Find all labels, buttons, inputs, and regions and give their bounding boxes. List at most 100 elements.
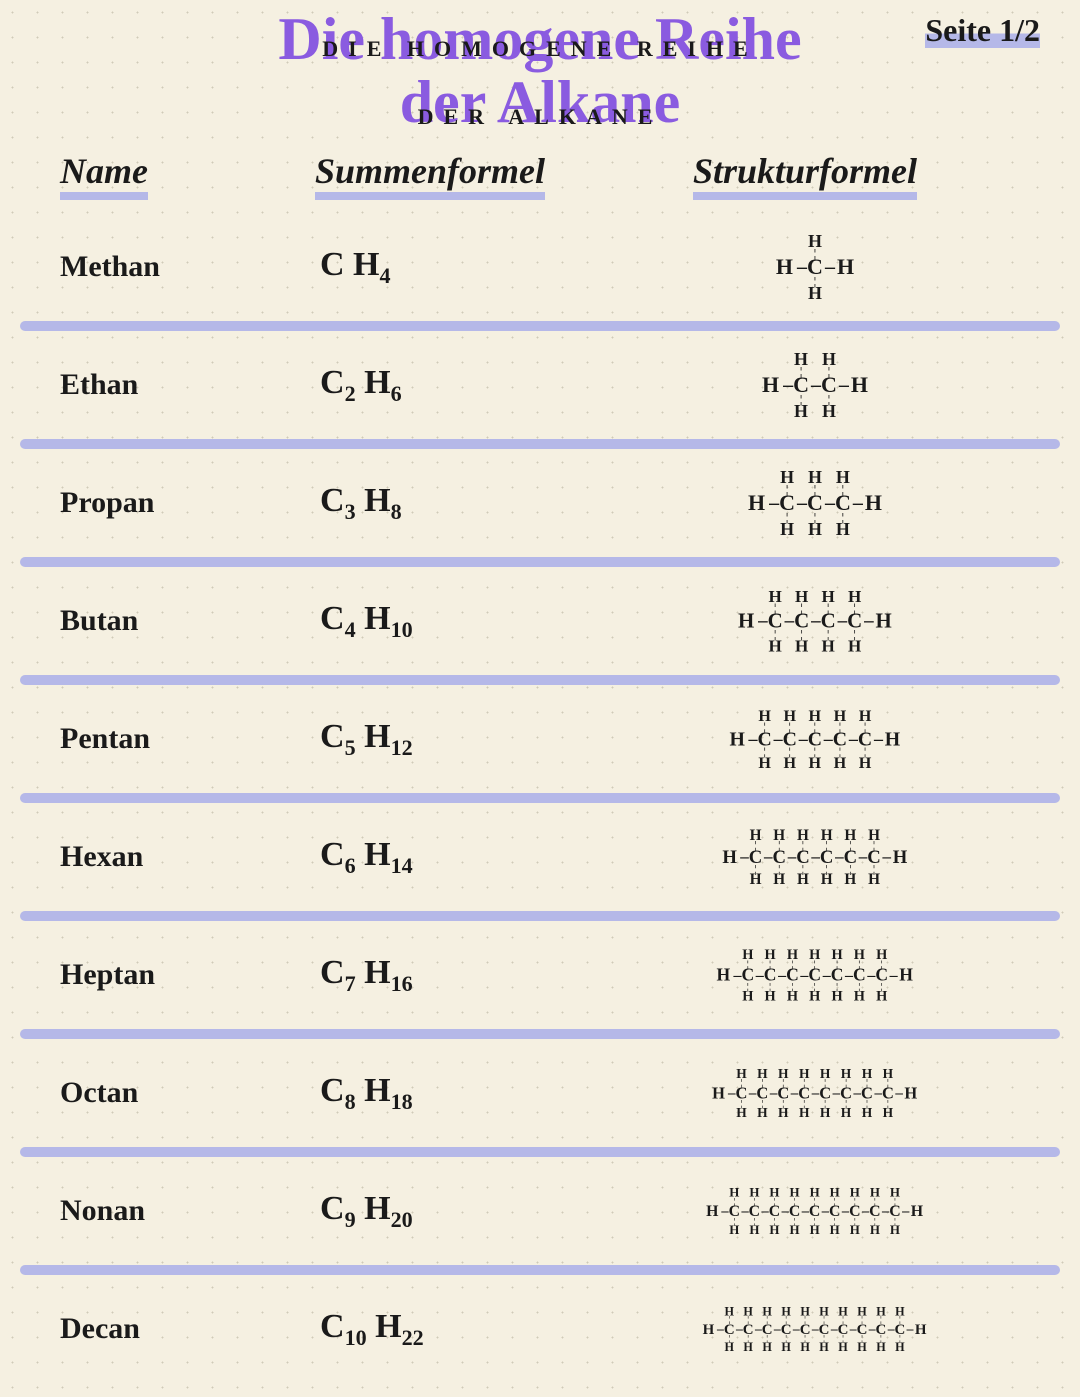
- table-row: NonanC9 H20H–H¦C¦H–H¦C¦H–H¦C¦H–H¦C¦H–H¦C…: [20, 1152, 1060, 1270]
- carbon-unit: H¦C¦H: [758, 708, 772, 771]
- alkane-structure: H–H¦C¦H–H¦C¦H–H¦C¦H–H¦C¦H–H¦C¦H–H¦C¦H–H¦…: [570, 1176, 1060, 1246]
- carbon-unit: H¦C¦H: [847, 588, 862, 655]
- alkane-formula: C10 H22: [290, 1308, 570, 1351]
- carbon-unit: H¦C¦H: [882, 1067, 894, 1120]
- carbon-unit: H¦C¦H: [762, 1305, 773, 1353]
- carbon-unit: H¦C¦H: [793, 350, 809, 420]
- alkane-name: Heptan: [60, 958, 290, 992]
- carbon-unit: H¦C¦H: [757, 1067, 769, 1120]
- carbon-unit: H¦C¦H: [849, 1186, 860, 1236]
- alkane-structure: H–H¦C¦H–H¦C¦H–H¦C¦H–H¦C¦H–H: [570, 586, 1060, 656]
- alkane-name: Decan: [60, 1312, 290, 1346]
- carbon-unit: H¦C¦H: [807, 468, 823, 538]
- carbon-unit: H¦C¦H: [890, 1186, 901, 1236]
- carbon-unit: H¦C¦H: [786, 947, 799, 1003]
- carbon-unit: H¦C¦H: [749, 827, 763, 887]
- carbon-unit: H¦C¦H: [724, 1305, 735, 1353]
- carbon-unit: H¦C¦H: [742, 947, 755, 1003]
- table-row: OctanC8 H18H–H¦C¦H–H¦C¦H–H¦C¦H–H¦C¦H–H¦C…: [20, 1034, 1060, 1152]
- alkane-formula: C7 H16: [290, 954, 570, 997]
- alkane-structure: H–H¦C¦H–H¦C¦H–H¦C¦H–H¦C¦H–H¦C¦H–H¦C¦H–H¦…: [570, 1058, 1060, 1128]
- carbon-unit: H¦C¦H: [764, 947, 777, 1003]
- alkane-name: Ethan: [60, 368, 290, 402]
- carbon-unit: H¦C¦H: [768, 588, 783, 655]
- carbon-unit: H¦C¦H: [781, 1305, 792, 1353]
- alkane-name: Pentan: [60, 722, 290, 756]
- table-row: ButanC4 H10H–H¦C¦H–H¦C¦H–H¦C¦H–H¦C¦H–H: [20, 562, 1060, 680]
- carbon-unit: H¦C¦H: [821, 350, 837, 420]
- carbon-unit: H¦C¦H: [876, 947, 889, 1003]
- carbon-unit: H¦C¦H: [783, 708, 797, 771]
- alkane-structure: H–H¦C¦H–H¦C¦H–H¦C¦H–H¦C¦H–H¦C¦H–H¦C¦H–H¦…: [570, 1294, 1060, 1364]
- table-row: HeptanC7 H16H–H¦C¦H–H¦C¦H–H¦C¦H–H¦C¦H–H¦…: [20, 916, 1060, 1034]
- carbon-unit: H¦C¦H: [870, 1186, 881, 1236]
- carbon-unit: H¦C¦H: [821, 588, 836, 655]
- carbon-unit: H¦C¦H: [868, 827, 882, 887]
- carbon-unit: H¦C¦H: [858, 708, 872, 771]
- carbon-unit: H¦C¦H: [778, 1067, 790, 1120]
- alkane-rows: MethanC H4H–H¦C¦H–HEthanC2 H6H–H¦C¦H–H¦C…: [0, 208, 1080, 1388]
- alkane-formula: C9 H20: [290, 1190, 570, 1233]
- title-block: Die homogene Reihe DIE HOMOGENE REIHE de…: [0, 0, 1080, 150]
- carbon-unit: H¦C¦H: [861, 1067, 873, 1120]
- carbon-unit: H¦C¦H: [835, 468, 851, 538]
- carbon-unit: H¦C¦H: [799, 1067, 811, 1120]
- carbon-unit: H¦C¦H: [819, 1305, 830, 1353]
- carbon-unit: H¦C¦H: [829, 1186, 840, 1236]
- alkane-structure: H–H¦C¦H–H¦C¦H–H¦C¦H–H¦C¦H–H¦C¦H–H¦C¦H–H: [570, 822, 1060, 892]
- carbon-unit: H¦C¦H: [743, 1305, 754, 1353]
- alkane-structure: H–H¦C¦H–H¦C¦H–H¦C¦H–H¦C¦H–H¦C¦H–H¦C¦H–H¦…: [570, 940, 1060, 1010]
- carbon-unit: H¦C¦H: [808, 708, 822, 771]
- carbon-unit: H¦C¦H: [833, 708, 847, 771]
- carbon-unit: H¦C¦H: [895, 1305, 906, 1353]
- alkane-name: Hexan: [60, 840, 290, 874]
- table-row: PropanC3 H8H–H¦C¦H–H¦C¦H–H¦C¦H–H: [20, 444, 1060, 562]
- carbon-unit: H¦C¦H: [820, 1067, 832, 1120]
- carbon-unit: H¦C¦H: [840, 1067, 852, 1120]
- alkane-formula: C8 H18: [290, 1072, 570, 1115]
- carbon-unit: H¦C¦H: [876, 1305, 887, 1353]
- alkane-formula: C3 H8: [290, 482, 570, 525]
- carbon-unit: H¦C¦H: [796, 827, 810, 887]
- title-black-line2: DER ALKANE: [0, 104, 1080, 130]
- carbon-unit: H¦C¦H: [736, 1067, 748, 1120]
- carbon-unit: H¦C¦H: [769, 1186, 780, 1236]
- table-row: MethanC H4H–H¦C¦H–H: [20, 208, 1060, 326]
- alkane-structure: H–H¦C¦H–H¦C¦H–H¦C¦H–H: [570, 468, 1060, 538]
- table-row: PentanC5 H12H–H¦C¦H–H¦C¦H–H¦C¦H–H¦C¦H–H¦…: [20, 680, 1060, 798]
- table-row: DecanC10 H22H–H¦C¦H–H¦C¦H–H¦C¦H–H¦C¦H–H¦…: [20, 1270, 1060, 1388]
- alkane-formula: C5 H12: [290, 718, 570, 761]
- alkane-formula: C6 H14: [290, 836, 570, 879]
- alkane-name: Methan: [60, 250, 290, 284]
- alkane-formula: C2 H6: [290, 364, 570, 407]
- table-row: EthanC2 H6H–H¦C¦H–H¦C¦H–H: [20, 326, 1060, 444]
- carbon-unit: H¦C¦H: [844, 827, 858, 887]
- column-headers: Name Summenformel Strukturformel: [0, 150, 1080, 208]
- carbon-unit: H¦C¦H: [749, 1186, 760, 1236]
- carbon-unit: H¦C¦H: [794, 588, 809, 655]
- carbon-unit: H¦C¦H: [820, 827, 834, 887]
- carbon-unit: H¦C¦H: [807, 232, 823, 302]
- carbon-unit: H¦C¦H: [857, 1305, 868, 1353]
- table-row: HexanC6 H14H–H¦C¦H–H¦C¦H–H¦C¦H–H¦C¦H–H¦C…: [20, 798, 1060, 916]
- carbon-unit: H¦C¦H: [838, 1305, 849, 1353]
- alkane-formula: C4 H10: [290, 600, 570, 643]
- alkane-name: Propan: [60, 486, 290, 520]
- carbon-unit: H¦C¦H: [789, 1186, 800, 1236]
- alkane-name: Nonan: [60, 1194, 290, 1228]
- header-formula: Summenformel: [315, 150, 545, 200]
- carbon-unit: H¦C¦H: [800, 1305, 811, 1353]
- carbon-unit: H¦C¦H: [773, 827, 787, 887]
- carbon-unit: H¦C¦H: [779, 468, 795, 538]
- alkane-name: Butan: [60, 604, 290, 638]
- carbon-unit: H¦C¦H: [729, 1186, 740, 1236]
- alkane-structure: H–H¦C¦H–H: [570, 232, 1060, 302]
- header-structure: Strukturformel: [693, 150, 917, 200]
- carbon-unit: H¦C¦H: [831, 947, 844, 1003]
- carbon-unit: H¦C¦H: [809, 947, 822, 1003]
- alkane-structure: H–H¦C¦H–H¦C¦H–H¦C¦H–H¦C¦H–H¦C¦H–H: [570, 704, 1060, 774]
- header-name: Name: [60, 150, 148, 200]
- alkane-structure: H–H¦C¦H–H¦C¦H–H: [570, 350, 1060, 420]
- carbon-unit: H¦C¦H: [809, 1186, 820, 1236]
- title-black-line1: DIE HOMOGENE REIHE: [0, 36, 1080, 62]
